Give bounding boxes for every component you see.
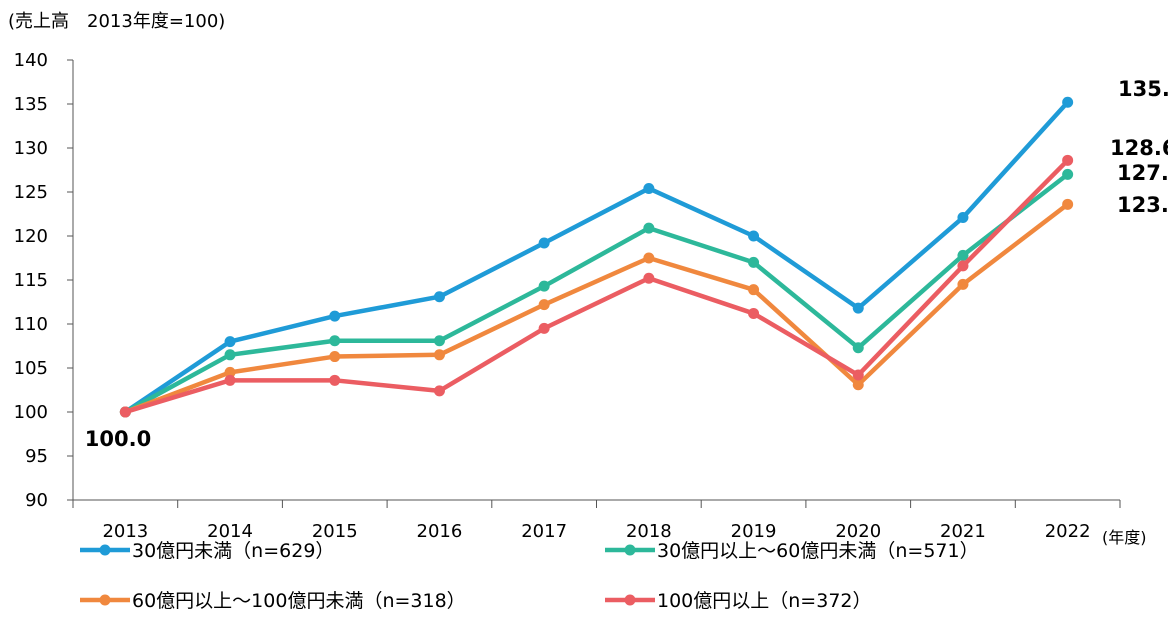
data-point: [119, 406, 131, 418]
y-tick-label: 140: [14, 50, 48, 71]
data-point: [538, 322, 550, 334]
data-point: [329, 351, 341, 363]
data-point: [643, 222, 655, 234]
data-point: [957, 260, 969, 272]
data-point: [957, 249, 969, 261]
x-tick-label: 2016: [417, 521, 463, 542]
x-tick-label: 2017: [521, 521, 567, 542]
x-tick-label: 2014: [207, 521, 253, 542]
data-point: [1062, 154, 1074, 166]
y-tick-label: 95: [25, 446, 48, 467]
data-point: [224, 374, 236, 386]
data-point: [433, 291, 445, 303]
x-tick-label: 2019: [731, 521, 777, 542]
x-tick-label: 2015: [312, 521, 358, 542]
legend-marker: [99, 544, 111, 556]
data-point: [643, 272, 655, 284]
data-point: [433, 335, 445, 347]
data-point: [1062, 96, 1074, 108]
data-label: 135.2: [1118, 77, 1168, 101]
data-point: [852, 379, 864, 391]
data-point: [1062, 198, 1074, 210]
data-point: [852, 302, 864, 314]
x-axis-unit-label: (年度): [1102, 528, 1147, 547]
series-line-3: [124, 158, 1070, 415]
data-point: [748, 256, 760, 268]
data-point: [224, 336, 236, 348]
legend-label: 30億円未満（n=629）: [132, 540, 334, 562]
data-point: [433, 385, 445, 397]
data-point: [329, 310, 341, 322]
data-point: [224, 366, 236, 378]
x-tick-label: 2020: [835, 521, 881, 542]
data-point: [538, 299, 550, 311]
y-tick-label: 100: [14, 402, 48, 423]
legend-marker: [624, 544, 636, 556]
y-axis-unit-label: (売上高 2013年度=100): [8, 11, 225, 32]
y-tick-label: 120: [14, 226, 48, 247]
legend-label: 100億円以上（n=372）: [657, 590, 872, 612]
y-tick-label: 125: [14, 182, 48, 203]
legend-marker: [624, 594, 636, 606]
data-point: [224, 349, 236, 361]
legend-item-3: 100億円以上（n=372）: [605, 590, 872, 612]
data-point: [329, 374, 341, 386]
legend-item-1: 30億円以上～60億円未満（n=571）: [605, 540, 979, 562]
data-point: [643, 252, 655, 264]
data-label: 128.6: [1110, 136, 1168, 160]
series-line-0: [124, 100, 1070, 414]
y-tick-label: 135: [14, 94, 48, 115]
data-point: [852, 369, 864, 381]
data-label: 127.0: [1117, 161, 1168, 185]
data-label: 100.0: [85, 427, 151, 451]
y-tick-label: 105: [14, 358, 48, 379]
x-tick-label: 2013: [102, 521, 148, 542]
data-point: [748, 284, 760, 296]
data-point: [329, 335, 341, 347]
data-point: [643, 182, 655, 194]
legend-marker: [99, 594, 111, 606]
data-point: [852, 342, 864, 354]
x-tick-label: 2018: [626, 521, 672, 542]
legend-item-2: 60億円以上～100億円未満（n=318）: [80, 590, 466, 612]
legend-label: 60億円以上～100億円未満（n=318）: [132, 590, 466, 612]
data-point: [957, 278, 969, 290]
series-line-2: [124, 202, 1070, 415]
x-tick-label: 2021: [940, 521, 986, 542]
data-point: [748, 230, 760, 242]
data-point: [538, 237, 550, 249]
series-line-1: [124, 172, 1070, 414]
legend-label: 30億円以上～60億円未満（n=571）: [657, 540, 979, 562]
data-point: [748, 307, 760, 319]
y-tick-label: 115: [14, 270, 48, 291]
legend-item-0: 30億円未満（n=629）: [80, 540, 334, 562]
x-tick-label: 2022: [1045, 521, 1091, 542]
y-tick-label: 130: [14, 138, 48, 159]
y-tick-label: 110: [14, 314, 48, 335]
data-point: [1062, 168, 1074, 180]
data-point: [433, 349, 445, 361]
data-label: 123.6: [1117, 193, 1168, 217]
data-point: [538, 280, 550, 292]
y-tick-label: 90: [25, 490, 48, 511]
data-point: [957, 212, 969, 224]
